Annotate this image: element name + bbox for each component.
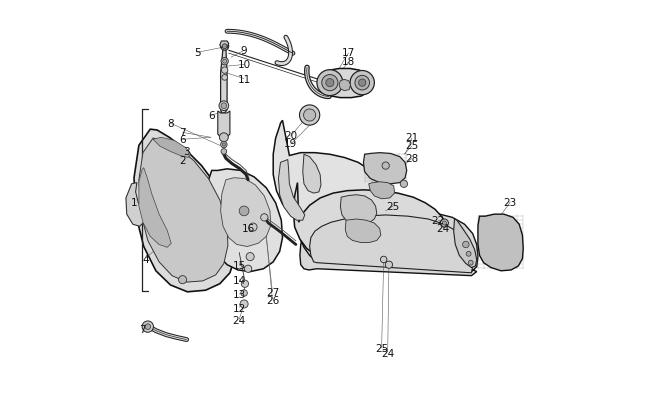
Circle shape bbox=[145, 324, 151, 330]
Text: 2: 2 bbox=[179, 155, 186, 165]
Circle shape bbox=[468, 261, 473, 265]
Circle shape bbox=[382, 162, 389, 170]
Text: 6: 6 bbox=[209, 111, 215, 121]
Polygon shape bbox=[345, 220, 381, 243]
Polygon shape bbox=[369, 182, 395, 199]
Text: 20: 20 bbox=[284, 131, 297, 141]
Text: 25: 25 bbox=[406, 141, 419, 151]
Text: 19: 19 bbox=[284, 139, 297, 149]
Circle shape bbox=[440, 220, 448, 228]
Text: 3: 3 bbox=[183, 147, 190, 157]
Text: 10: 10 bbox=[237, 60, 251, 70]
Circle shape bbox=[350, 71, 374, 96]
Text: 8: 8 bbox=[167, 119, 174, 129]
Circle shape bbox=[179, 276, 187, 284]
Circle shape bbox=[300, 106, 320, 126]
Polygon shape bbox=[278, 160, 305, 221]
Circle shape bbox=[239, 207, 249, 216]
Polygon shape bbox=[134, 130, 235, 292]
Circle shape bbox=[241, 280, 248, 288]
Circle shape bbox=[463, 242, 469, 248]
Circle shape bbox=[355, 76, 369, 91]
Circle shape bbox=[443, 222, 447, 226]
Polygon shape bbox=[153, 138, 190, 158]
Circle shape bbox=[219, 102, 229, 111]
Circle shape bbox=[304, 110, 316, 122]
Polygon shape bbox=[309, 215, 473, 273]
Text: 17: 17 bbox=[342, 48, 355, 58]
Text: 22: 22 bbox=[432, 216, 445, 226]
Circle shape bbox=[220, 134, 228, 143]
Polygon shape bbox=[363, 153, 407, 184]
Polygon shape bbox=[218, 112, 230, 138]
Circle shape bbox=[380, 257, 387, 263]
Polygon shape bbox=[478, 215, 523, 271]
Text: 13: 13 bbox=[233, 290, 246, 300]
Text: 24: 24 bbox=[381, 347, 395, 358]
Circle shape bbox=[222, 143, 226, 147]
Circle shape bbox=[246, 253, 254, 261]
Text: 16: 16 bbox=[242, 224, 255, 234]
Polygon shape bbox=[220, 49, 227, 114]
Polygon shape bbox=[139, 139, 228, 282]
Text: 15: 15 bbox=[233, 260, 246, 270]
Text: 25: 25 bbox=[375, 343, 388, 353]
Text: 4: 4 bbox=[143, 254, 150, 264]
Circle shape bbox=[326, 79, 334, 87]
Circle shape bbox=[240, 300, 248, 308]
Circle shape bbox=[222, 45, 227, 49]
Text: 28: 28 bbox=[406, 154, 419, 164]
Text: 7: 7 bbox=[139, 325, 146, 335]
Text: 14: 14 bbox=[233, 275, 246, 285]
Polygon shape bbox=[454, 220, 476, 268]
Circle shape bbox=[222, 75, 227, 81]
Circle shape bbox=[466, 252, 471, 257]
Circle shape bbox=[221, 149, 227, 155]
Circle shape bbox=[322, 75, 338, 92]
Circle shape bbox=[385, 262, 393, 269]
Circle shape bbox=[221, 58, 228, 66]
Text: 12: 12 bbox=[233, 303, 246, 313]
Polygon shape bbox=[220, 178, 271, 247]
Circle shape bbox=[220, 142, 227, 148]
Circle shape bbox=[359, 80, 366, 87]
Circle shape bbox=[223, 60, 227, 64]
Polygon shape bbox=[322, 69, 369, 98]
Circle shape bbox=[142, 321, 153, 333]
Text: 25: 25 bbox=[386, 202, 400, 211]
Polygon shape bbox=[293, 183, 447, 265]
Circle shape bbox=[220, 43, 229, 51]
Circle shape bbox=[241, 290, 247, 296]
Text: 1: 1 bbox=[131, 198, 137, 207]
Text: 27: 27 bbox=[266, 287, 279, 297]
Polygon shape bbox=[303, 155, 321, 194]
Circle shape bbox=[317, 70, 343, 96]
Polygon shape bbox=[296, 183, 478, 276]
Text: 21: 21 bbox=[406, 133, 419, 143]
Text: 24: 24 bbox=[233, 315, 246, 325]
Polygon shape bbox=[339, 80, 350, 92]
Polygon shape bbox=[273, 121, 390, 233]
Circle shape bbox=[400, 181, 408, 188]
Text: 6: 6 bbox=[179, 135, 186, 145]
Circle shape bbox=[261, 214, 268, 222]
Polygon shape bbox=[139, 168, 171, 248]
Text: 5: 5 bbox=[194, 48, 201, 58]
Polygon shape bbox=[220, 42, 229, 48]
Circle shape bbox=[249, 224, 257, 232]
Text: 26: 26 bbox=[266, 295, 279, 305]
Text: 11: 11 bbox=[237, 75, 251, 84]
Circle shape bbox=[222, 68, 228, 74]
Text: 23: 23 bbox=[504, 198, 517, 207]
Text: 24: 24 bbox=[437, 224, 450, 234]
Polygon shape bbox=[341, 195, 377, 225]
Polygon shape bbox=[205, 169, 283, 272]
Circle shape bbox=[244, 265, 252, 273]
Text: 7: 7 bbox=[179, 128, 186, 138]
Circle shape bbox=[221, 104, 227, 109]
Text: 18: 18 bbox=[342, 57, 355, 67]
Polygon shape bbox=[126, 183, 144, 227]
Text: 9: 9 bbox=[240, 46, 248, 56]
